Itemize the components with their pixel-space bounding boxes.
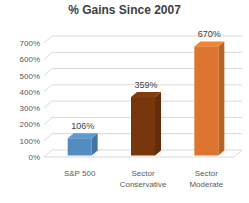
- y-tick-label: 0%: [28, 153, 40, 162]
- bar-top: [131, 92, 161, 97]
- title: % Gains Since 2007: [68, 3, 181, 17]
- bar: [68, 133, 98, 155]
- bar-front: [68, 138, 92, 155]
- y-tick-label: 300%: [20, 104, 40, 113]
- data-label: 106%: [71, 121, 94, 131]
- data-label: 359%: [134, 80, 157, 90]
- chart-svg: % Gains Since 2007 0% 100% 200% 300% 400% 500%…: [0, 0, 249, 203]
- data-label: 670%: [198, 29, 221, 39]
- y-tick-label: 600%: [20, 55, 40, 64]
- x-tick-label: S&P 500: [64, 169, 96, 178]
- bar-top: [68, 133, 98, 138]
- bar-side: [218, 41, 224, 155]
- bars: [68, 41, 225, 155]
- y-tick-label: 700%: [20, 39, 40, 48]
- y-tick-label: 200%: [20, 120, 40, 129]
- chart-container: % Gains Since 2007 0% 100% 200% 300% 400% 500%…: [0, 0, 249, 203]
- bar-top: [194, 41, 224, 46]
- x-tick-label: SectorConservative: [120, 169, 167, 189]
- bar-front: [194, 46, 218, 155]
- x-tick-label: SectorModerate: [189, 169, 223, 189]
- y-tick-label: 500%: [20, 72, 40, 81]
- bar: [131, 92, 161, 155]
- bar-front: [131, 97, 155, 155]
- y-tick-label: 100%: [20, 137, 40, 146]
- bar: [194, 41, 224, 155]
- grid: [44, 36, 242, 157]
- y-tick-label: 400%: [20, 88, 40, 97]
- bar-side: [155, 92, 161, 155]
